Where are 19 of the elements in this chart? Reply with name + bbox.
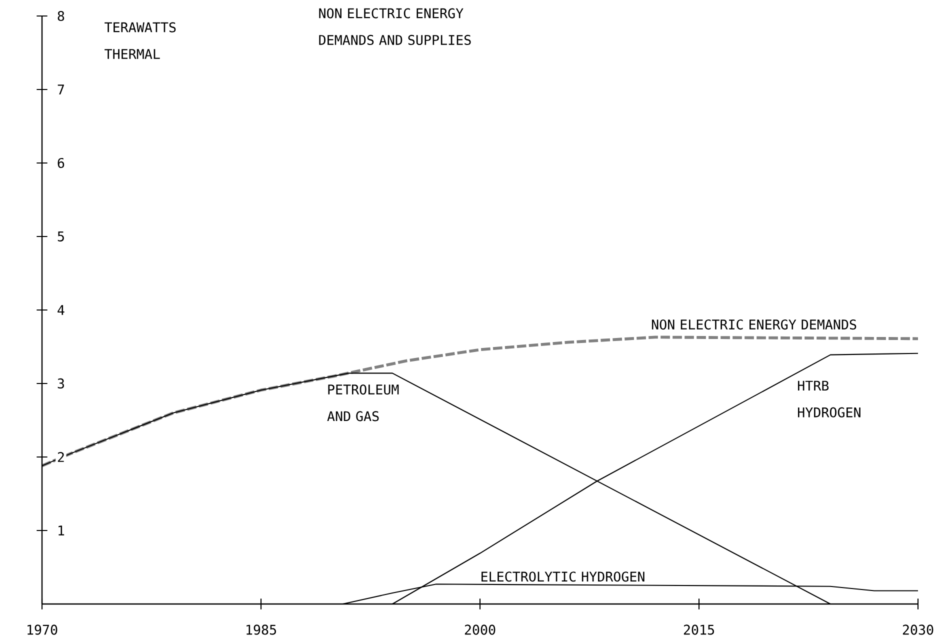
y-tick-label: 5 xyxy=(58,232,64,242)
y-tick-label: 8 xyxy=(58,10,64,22)
y-tick-label: 6 xyxy=(58,158,64,168)
text: HTRB HYDROGEN xyxy=(798,380,860,418)
y-tick-label: 7 xyxy=(58,84,64,94)
y-tick-label: 3 xyxy=(58,378,64,389)
x-tick-label: 2000 xyxy=(464,624,496,635)
text: TERAWATTS THERMAL xyxy=(104,22,176,59)
x-tick-label: 1985 xyxy=(246,624,276,635)
y-tick-label: 2 xyxy=(58,452,64,462)
series-label: NON ELECTRIC ENERGY DEMANDS xyxy=(652,319,856,330)
y-tick-label: 1 xyxy=(58,526,64,536)
x-tick-label: 2015 xyxy=(684,624,714,635)
x-tick-label: 2030 xyxy=(902,624,934,635)
chart-title: NON ELECTRIC ENERGY DEMANDS AND SUPPLIES xyxy=(319,8,471,46)
y-tick-label: 4 xyxy=(58,305,64,315)
text: PETROLEUM AND GAS xyxy=(327,384,399,422)
x-tick-label: 1970 xyxy=(28,624,58,635)
series-label: ELECTROLYTIC HYDROGEN xyxy=(482,572,644,582)
